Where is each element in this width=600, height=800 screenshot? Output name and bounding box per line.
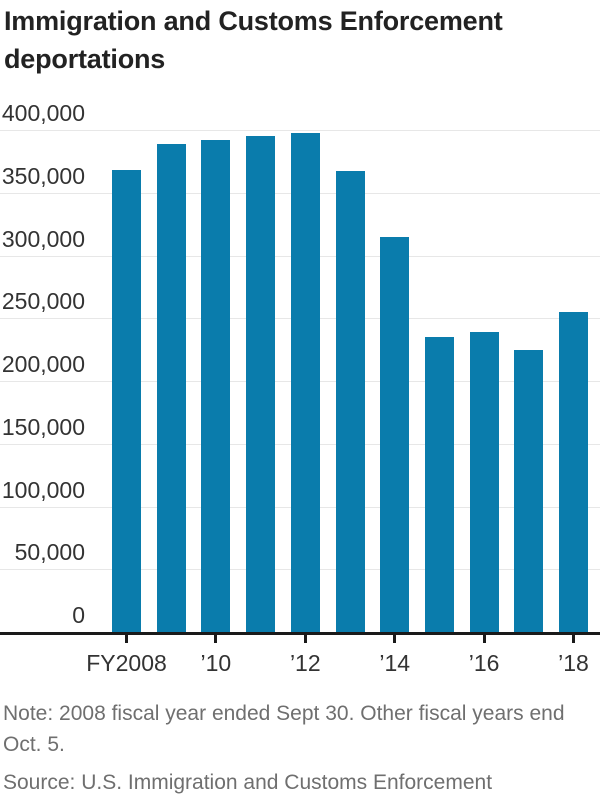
bar-FY2017 — [514, 349, 544, 632]
y-axis-label: 200,000 — [1, 351, 85, 377]
x-axis-tick — [572, 635, 575, 643]
x-axis-tick — [393, 635, 397, 643]
x-axis-label: ’16 — [468, 650, 500, 676]
bar-FY2012 — [290, 132, 320, 632]
y-axis-label: 300,000 — [1, 225, 85, 252]
x-axis-label: ’18 — [558, 650, 589, 676]
bar-FY2015 — [424, 337, 454, 632]
x-axis-tick — [303, 635, 307, 643]
x-axis-tick — [482, 635, 486, 643]
bar-FY2010 — [201, 140, 231, 632]
y-axis-label: 0 — [72, 602, 85, 628]
plot-area: 0 50,000 100,000 150,000 200,000 250,000 300,0… — [0, 102, 600, 643]
chart-source: Source: U.S. Immigration and Customs Enf… — [3, 771, 493, 794]
bar-FY2011 — [246, 136, 276, 632]
bar-FY2018 — [559, 311, 588, 632]
gridline — [0, 130, 600, 131]
y-axis-label: 150,000 — [1, 413, 85, 440]
y-axis-label: 400,000 — [1, 100, 85, 126]
bar-FY2014 — [380, 236, 410, 632]
y-axis-label: 100,000 — [1, 476, 85, 503]
chart-note: Note: 2008 fiscal year ended Sept 30. Ot… — [3, 702, 565, 756]
bar-FY2008 — [112, 170, 141, 632]
bar-FY2016 — [469, 332, 499, 632]
x-axis-tick — [214, 635, 218, 643]
x-axis-label: FY2008 — [86, 650, 167, 676]
x-axis-tick — [125, 635, 128, 643]
y-axis-label: 50,000 — [14, 539, 85, 566]
x-axis-line — [0, 632, 600, 635]
footnote-block: Note: 2008 fiscal year ended Sept 30. Ot… — [3, 698, 573, 798]
y-axis-label: 250,000 — [1, 288, 85, 315]
bar-FY2009 — [156, 143, 186, 632]
bar-FY2013 — [335, 171, 365, 632]
x-axis-label: ’10 — [200, 650, 232, 676]
x-axis-label: ’14 — [379, 650, 411, 676]
chart-title: Immigration and Customs Enforcement depo… — [4, 6, 503, 74]
y-axis-label: 350,000 — [1, 162, 85, 189]
x-axis-label: ’12 — [289, 650, 321, 676]
